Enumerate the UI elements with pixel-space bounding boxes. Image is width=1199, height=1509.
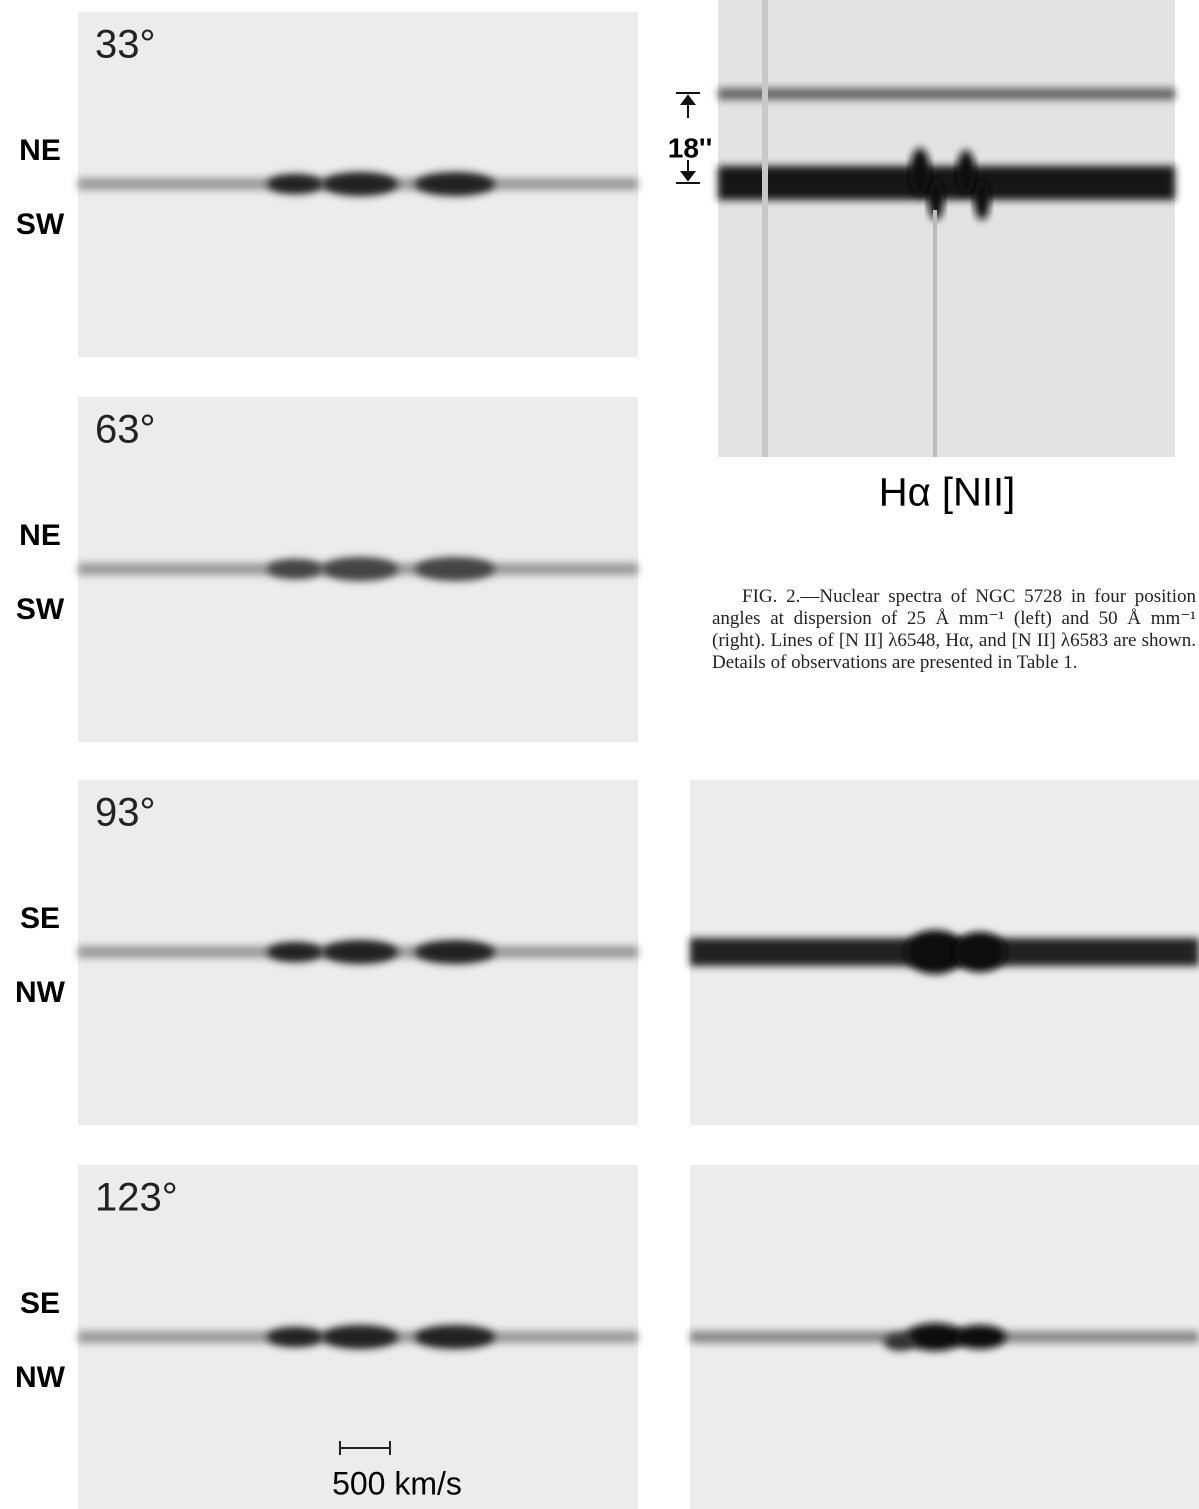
emission-line bbox=[415, 1325, 495, 1349]
panel bbox=[690, 780, 1199, 1125]
emission-line bbox=[415, 172, 495, 196]
emission-line bbox=[267, 942, 323, 962]
direction-label: NW bbox=[15, 1361, 66, 1394]
emission-line bbox=[267, 174, 323, 194]
scale-label: 500 km/s bbox=[332, 1465, 462, 1501]
emission-line bbox=[322, 557, 398, 581]
slit-label: 18'' bbox=[668, 132, 712, 163]
emission-line bbox=[905, 930, 965, 974]
direction-label: SW bbox=[16, 593, 65, 626]
position-angle: 93° bbox=[95, 791, 156, 835]
emission-line bbox=[928, 180, 944, 220]
lines-label: Hα [NII] bbox=[879, 471, 1015, 515]
direction-label: NE bbox=[19, 519, 61, 552]
emission-line bbox=[954, 1325, 1006, 1349]
position-angle: 63° bbox=[95, 408, 156, 452]
panel: 33° NE SW bbox=[16, 12, 638, 357]
direction-label: SW bbox=[16, 208, 65, 241]
emission-line bbox=[322, 1325, 398, 1349]
panel: 123° SE NW bbox=[15, 1165, 638, 1509]
emission-line bbox=[884, 1333, 916, 1351]
emission-line bbox=[905, 1323, 965, 1351]
slit-marker bbox=[676, 92, 700, 184]
scale-bar bbox=[339, 1441, 391, 1455]
position-angle: 123° bbox=[95, 1176, 178, 1220]
direction-label: NW bbox=[15, 976, 66, 1009]
direction-label: SE bbox=[20, 902, 60, 935]
emission-line bbox=[415, 557, 495, 581]
panel: 63° NE SW bbox=[16, 397, 638, 742]
emission-line bbox=[322, 940, 398, 964]
position-angle: 33° bbox=[95, 23, 156, 67]
spectrum-band bbox=[718, 166, 1175, 200]
emission-line bbox=[957, 150, 975, 194]
emission-line bbox=[322, 172, 398, 196]
emission-line bbox=[910, 148, 930, 196]
emission-line bbox=[954, 932, 1006, 972]
emission-line bbox=[267, 559, 323, 579]
panel bbox=[690, 1165, 1199, 1509]
emission-line bbox=[974, 180, 990, 220]
emission-line bbox=[267, 1327, 323, 1347]
spectrum-panel bbox=[718, 0, 1175, 457]
panel: 93° SE NW bbox=[15, 780, 638, 1125]
emission-line bbox=[415, 940, 495, 964]
direction-label: SE bbox=[20, 1287, 60, 1320]
spectrum-band bbox=[718, 88, 1175, 100]
figure-caption: FIG. 2.—Nuclear spectra of NGC 5728 in f… bbox=[712, 586, 1196, 673]
direction-label: NE bbox=[19, 134, 61, 167]
